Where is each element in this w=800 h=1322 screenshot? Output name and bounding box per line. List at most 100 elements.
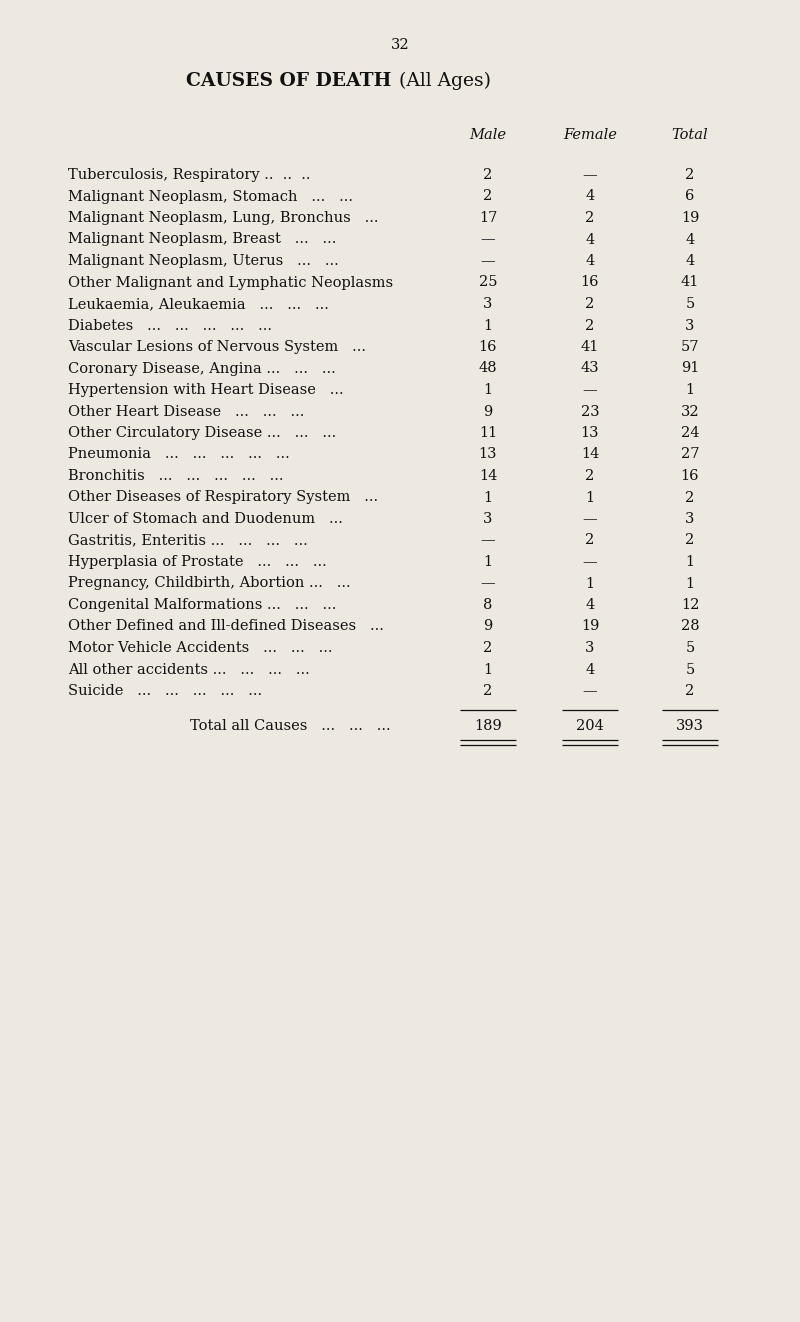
Text: 4: 4 — [686, 254, 694, 268]
Text: Tuberculosis, Respiratory ..  ..  ..: Tuberculosis, Respiratory .. .. .. — [68, 168, 310, 182]
Text: Pneumonia   ...   ...   ...   ...   ...: Pneumonia ... ... ... ... ... — [68, 448, 290, 461]
Text: 2: 2 — [686, 534, 694, 547]
Text: Bronchitis   ...   ...   ...   ...   ...: Bronchitis ... ... ... ... ... — [68, 469, 283, 483]
Text: 4: 4 — [586, 254, 594, 268]
Text: —: — — [481, 534, 495, 547]
Text: Diabetes   ...   ...   ...   ...   ...: Diabetes ... ... ... ... ... — [68, 319, 272, 333]
Text: 9: 9 — [483, 620, 493, 633]
Text: Hypertension with Heart Disease   ...: Hypertension with Heart Disease ... — [68, 383, 344, 397]
Text: Female: Female — [563, 128, 617, 141]
Text: 4: 4 — [686, 233, 694, 246]
Text: 25: 25 — [478, 275, 498, 290]
Text: 2: 2 — [586, 319, 594, 333]
Text: —: — — [582, 383, 598, 397]
Text: CAUSES OF DEATH: CAUSES OF DEATH — [186, 71, 398, 90]
Text: 2: 2 — [586, 212, 594, 225]
Text: 2: 2 — [586, 297, 594, 311]
Text: (All Ages): (All Ages) — [399, 71, 491, 90]
Text: Malignant Neoplasm, Breast   ...   ...: Malignant Neoplasm, Breast ... ... — [68, 233, 336, 246]
Text: Other Malignant and Lymphatic Neoplasms: Other Malignant and Lymphatic Neoplasms — [68, 275, 393, 290]
Text: 1: 1 — [686, 555, 694, 568]
Text: 2: 2 — [686, 168, 694, 182]
Text: 393: 393 — [676, 719, 704, 734]
Text: 2: 2 — [586, 469, 594, 483]
Text: —: — — [481, 233, 495, 246]
Text: 1: 1 — [686, 383, 694, 397]
Text: —: — — [481, 254, 495, 268]
Text: 1: 1 — [483, 490, 493, 505]
Text: Vascular Lesions of Nervous System   ...: Vascular Lesions of Nervous System ... — [68, 340, 366, 354]
Text: 1: 1 — [483, 319, 493, 333]
Text: 13: 13 — [478, 448, 498, 461]
Text: 1: 1 — [483, 662, 493, 677]
Text: 17: 17 — [479, 212, 497, 225]
Text: Other Circulatory Disease ...   ...   ...: Other Circulatory Disease ... ... ... — [68, 426, 336, 440]
Text: Coronary Disease, Angina ...   ...   ...: Coronary Disease, Angina ... ... ... — [68, 361, 336, 375]
Text: 1: 1 — [483, 555, 493, 568]
Text: 2: 2 — [483, 641, 493, 654]
Text: 2: 2 — [483, 683, 493, 698]
Text: Ulcer of Stomach and Duodenum   ...: Ulcer of Stomach and Duodenum ... — [68, 512, 343, 526]
Text: Other Defined and Ill-defined Diseases   ...: Other Defined and Ill-defined Diseases .… — [68, 620, 384, 633]
Text: 2: 2 — [686, 683, 694, 698]
Text: 1: 1 — [483, 383, 493, 397]
Text: 24: 24 — [681, 426, 699, 440]
Text: 57: 57 — [681, 340, 699, 354]
Text: 4: 4 — [586, 233, 594, 246]
Text: 204: 204 — [576, 719, 604, 734]
Text: Hyperplasia of Prostate   ...   ...   ...: Hyperplasia of Prostate ... ... ... — [68, 555, 326, 568]
Text: 16: 16 — [478, 340, 498, 354]
Text: 5: 5 — [686, 297, 694, 311]
Text: Suicide   ...   ...   ...   ...   ...: Suicide ... ... ... ... ... — [68, 683, 262, 698]
Text: 3: 3 — [686, 512, 694, 526]
Text: All other accidents ...   ...   ...   ...: All other accidents ... ... ... ... — [68, 662, 310, 677]
Text: 14: 14 — [581, 448, 599, 461]
Text: 32: 32 — [681, 405, 699, 419]
Text: Gastritis, Enteritis ...   ...   ...   ...: Gastritis, Enteritis ... ... ... ... — [68, 534, 308, 547]
Text: Congenital Malformations ...   ...   ...: Congenital Malformations ... ... ... — [68, 598, 336, 612]
Text: 16: 16 — [681, 469, 699, 483]
Text: 32: 32 — [390, 38, 410, 52]
Text: 3: 3 — [686, 319, 694, 333]
Text: —: — — [582, 168, 598, 182]
Text: Male: Male — [470, 128, 506, 141]
Text: 2: 2 — [483, 189, 493, 204]
Text: 19: 19 — [581, 620, 599, 633]
Text: Malignant Neoplasm, Stomach   ...   ...: Malignant Neoplasm, Stomach ... ... — [68, 189, 353, 204]
Text: 19: 19 — [681, 212, 699, 225]
Text: 9: 9 — [483, 405, 493, 419]
Text: Malignant Neoplasm, Uterus   ...   ...: Malignant Neoplasm, Uterus ... ... — [68, 254, 338, 268]
Text: 16: 16 — [581, 275, 599, 290]
Text: 14: 14 — [479, 469, 497, 483]
Text: 1: 1 — [686, 576, 694, 591]
Text: 13: 13 — [581, 426, 599, 440]
Text: 3: 3 — [483, 512, 493, 526]
Text: 5: 5 — [686, 662, 694, 677]
Text: 1: 1 — [586, 490, 594, 505]
Text: 23: 23 — [581, 405, 599, 419]
Text: —: — — [582, 555, 598, 568]
Text: 4: 4 — [586, 598, 594, 612]
Text: 41: 41 — [681, 275, 699, 290]
Text: 28: 28 — [681, 620, 699, 633]
Text: 4: 4 — [586, 189, 594, 204]
Text: Leukaemia, Aleukaemia   ...   ...   ...: Leukaemia, Aleukaemia ... ... ... — [68, 297, 329, 311]
Text: —: — — [582, 683, 598, 698]
Text: 2: 2 — [483, 168, 493, 182]
Text: Total all Causes   ...   ...   ...: Total all Causes ... ... ... — [190, 719, 390, 734]
Text: 5: 5 — [686, 641, 694, 654]
Text: 3: 3 — [586, 641, 594, 654]
Text: 41: 41 — [581, 340, 599, 354]
Text: Other Diseases of Respiratory System   ...: Other Diseases of Respiratory System ... — [68, 490, 378, 505]
Text: —: — — [481, 576, 495, 591]
Text: 11: 11 — [479, 426, 497, 440]
Text: Malignant Neoplasm, Lung, Bronchus   ...: Malignant Neoplasm, Lung, Bronchus ... — [68, 212, 378, 225]
Text: 48: 48 — [478, 361, 498, 375]
Text: —: — — [582, 512, 598, 526]
Text: Motor Vehicle Accidents   ...   ...   ...: Motor Vehicle Accidents ... ... ... — [68, 641, 333, 654]
Text: 12: 12 — [681, 598, 699, 612]
Text: 43: 43 — [581, 361, 599, 375]
Text: 1: 1 — [586, 576, 594, 591]
Text: 4: 4 — [586, 662, 594, 677]
Text: 91: 91 — [681, 361, 699, 375]
